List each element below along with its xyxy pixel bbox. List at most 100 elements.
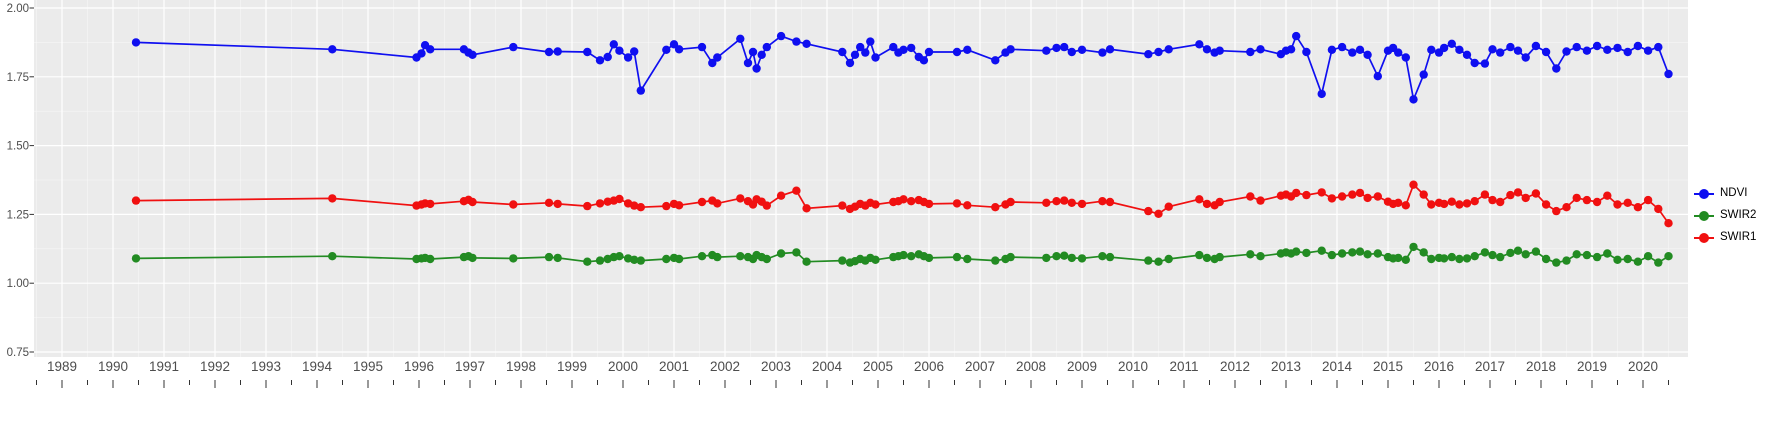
point-SWIR2	[1582, 250, 1592, 260]
point-SWIR2	[1394, 253, 1403, 263]
point-SWIR1	[1409, 180, 1418, 189]
point-NDVI	[468, 50, 477, 59]
point-SWIR2	[1195, 250, 1204, 260]
x-tick-label: 1996	[404, 359, 434, 374]
legend-label-swir2: SWIR2	[1720, 209, 1757, 222]
point-SWIR1	[553, 199, 562, 209]
point-SWIR2	[636, 256, 645, 265]
legend-label-swir1: SWIR1	[1720, 231, 1757, 244]
point-SWIR1	[1348, 190, 1357, 199]
point-SWIR1	[736, 194, 745, 203]
plot-panel	[34, 0, 1688, 357]
point-NDVI	[1419, 70, 1428, 79]
point-SWIR2	[792, 248, 801, 257]
chart-legend: NDVI SWIR2 SWIR1	[1694, 183, 1756, 249]
x-tick-label: 2016	[1424, 359, 1454, 374]
point-SWIR2	[1513, 246, 1523, 255]
point-SWIR1	[583, 201, 592, 211]
point-NDVI	[1006, 45, 1015, 54]
point-NDVI	[630, 47, 639, 56]
point-SWIR2	[1363, 250, 1372, 259]
x-tick-label: 1991	[149, 359, 179, 374]
point-NDVI	[1613, 43, 1622, 53]
x-tick-label: 2002	[710, 359, 740, 374]
point-SWIR2	[1077, 254, 1087, 263]
point-SWIR1	[762, 201, 771, 210]
point-NDVI	[1470, 58, 1479, 68]
point-SWIR1	[1098, 197, 1107, 206]
point-SWIR2	[1154, 257, 1163, 266]
point-NDVI	[713, 53, 722, 62]
x-tick-label: 1993	[251, 359, 281, 374]
point-SWIR2	[1506, 248, 1515, 258]
point-NDVI	[509, 42, 518, 52]
point-SWIR1	[1317, 188, 1326, 197]
point-SWIR1	[963, 201, 972, 210]
point-SWIR2	[1348, 248, 1357, 257]
point-NDVI	[866, 37, 875, 46]
point-SWIR1	[1521, 193, 1530, 203]
point-SWIR1	[426, 199, 435, 209]
series-SWIR2	[131, 242, 1673, 267]
point-NDVI	[776, 31, 786, 41]
point-SWIR1	[1202, 199, 1212, 209]
point-SWIR2	[1246, 250, 1255, 259]
point-SWIR2	[1105, 252, 1115, 262]
point-SWIR2	[426, 254, 435, 264]
point-NDVI	[674, 45, 684, 54]
point-NDVI	[861, 48, 870, 57]
point-SWIR2	[899, 250, 908, 260]
point-NDVI	[1409, 95, 1418, 104]
point-NDVI	[553, 47, 562, 56]
point-SWIR2	[1572, 250, 1581, 259]
point-SWIR1	[1480, 190, 1490, 199]
point-SWIR2	[1419, 248, 1428, 257]
point-NDVI	[662, 45, 671, 54]
point-SWIR1	[1664, 219, 1673, 228]
point-SWIR1	[1470, 197, 1479, 206]
point-NDVI	[583, 47, 592, 57]
x-tick-label: 2011	[1169, 359, 1198, 374]
point-SWIR2	[509, 254, 518, 263]
x-tick-label: 1999	[557, 359, 587, 374]
point-SWIR2	[1144, 256, 1153, 265]
point-SWIR2	[1480, 248, 1490, 257]
point-SWIR2	[1521, 250, 1530, 259]
point-SWIR2	[802, 257, 811, 266]
point-SWIR1	[1302, 190, 1311, 200]
point-SWIR2	[1202, 253, 1212, 263]
point-NDVI	[743, 58, 753, 68]
point-NDVI	[603, 52, 612, 62]
point-SWIR2	[595, 256, 605, 265]
point-NDVI	[544, 47, 554, 57]
point-NDVI	[615, 46, 624, 55]
point-SWIR2	[1488, 250, 1497, 260]
point-SWIR1	[1052, 197, 1061, 206]
point-NDVI	[907, 43, 916, 53]
point-SWIR2	[1531, 247, 1541, 256]
point-NDVI	[1572, 42, 1581, 52]
point-SWIR1	[662, 201, 671, 211]
point-NDVI	[762, 42, 771, 52]
point-SWIR1	[1363, 193, 1372, 203]
point-SWIR1	[1195, 195, 1204, 204]
point-SWIR1	[1401, 201, 1411, 210]
point-SWIR1	[697, 197, 707, 207]
point-NDVI	[1643, 46, 1653, 55]
y-tick-label: 1.75	[7, 72, 29, 84]
point-NDVI	[899, 45, 908, 54]
swir1-swatch-icon	[1694, 231, 1714, 245]
x-tick-label: 2014	[1322, 359, 1353, 374]
point-NDVI	[963, 45, 972, 54]
point-NDVI	[1603, 45, 1612, 54]
x-tick-label: 1992	[200, 359, 230, 374]
point-NDVI	[1439, 43, 1449, 53]
point-NDVI	[1562, 47, 1571, 56]
point-NDVI	[1246, 47, 1255, 57]
point-NDVI	[1317, 89, 1326, 99]
point-SWIR1	[1552, 206, 1561, 216]
point-SWIR2	[1042, 253, 1051, 263]
point-NDVI	[889, 42, 898, 52]
point-NDVI	[1292, 31, 1301, 41]
point-SWIR1	[615, 194, 624, 204]
